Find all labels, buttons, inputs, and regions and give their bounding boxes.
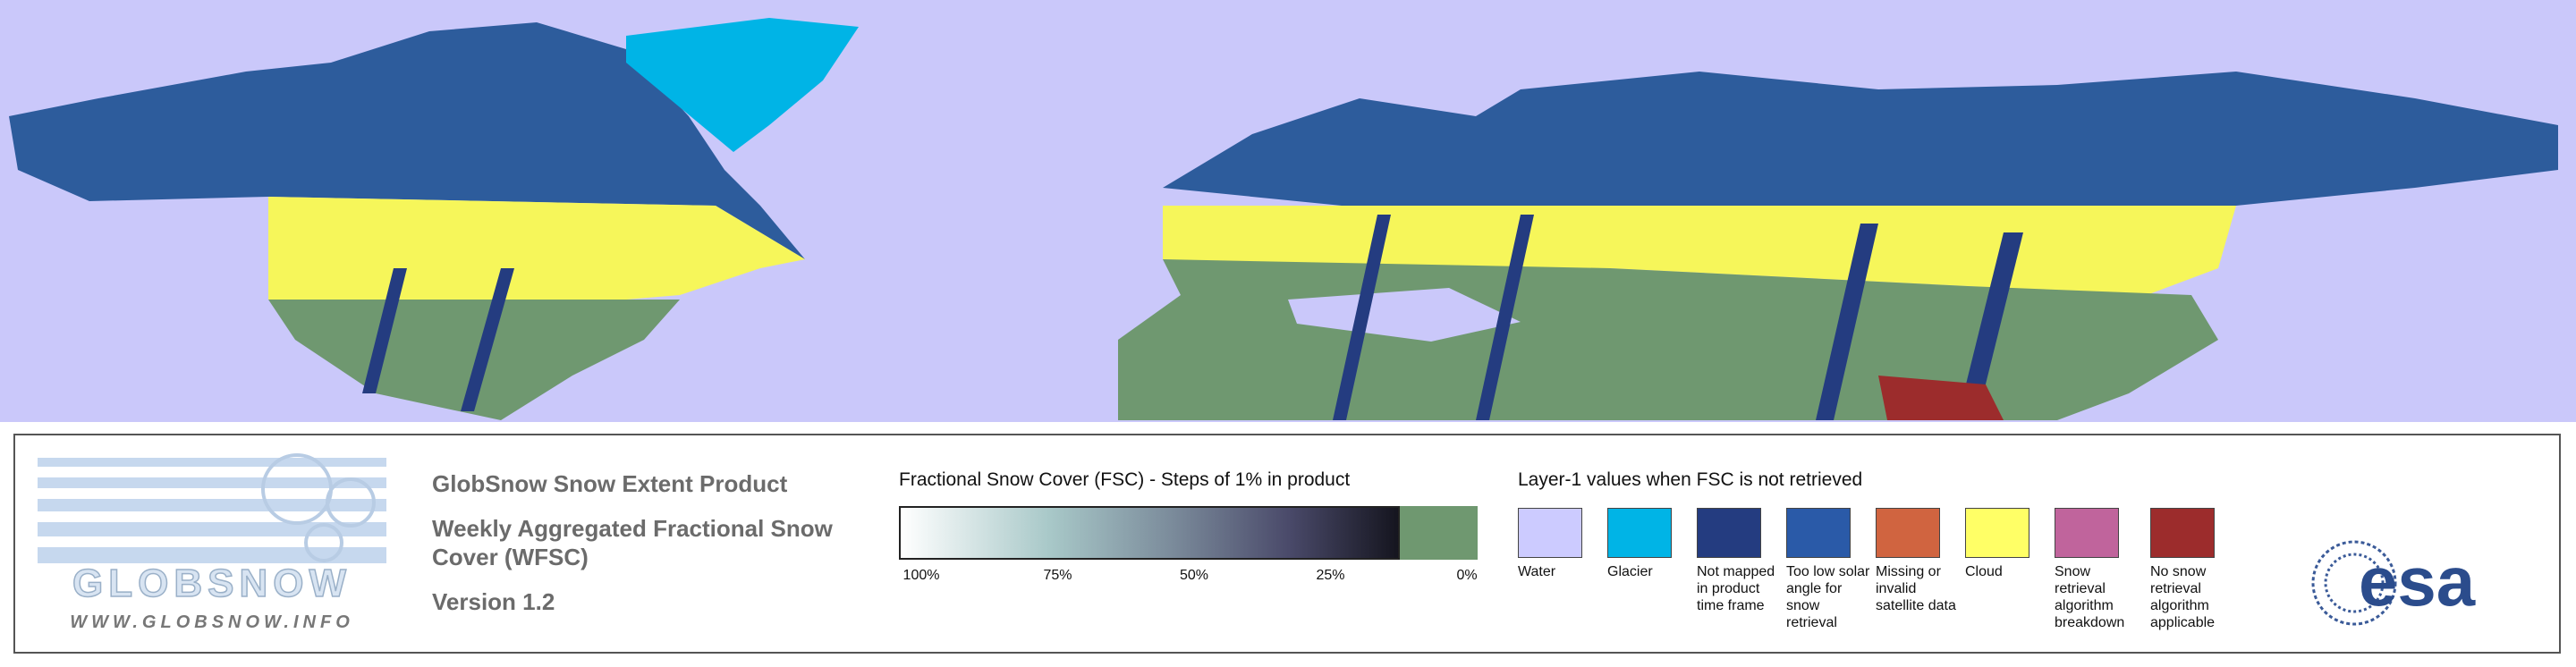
agency-name: esa	[2359, 542, 2476, 621]
layer1-title: Layer-1 values when FSC is not retrieved	[1518, 469, 1863, 490]
legend-swatch	[1786, 508, 1851, 558]
gap-stripe	[1816, 224, 1878, 420]
eurasia-cloud	[1163, 206, 2236, 295]
logo-stripe	[38, 547, 386, 563]
logo-stripe	[38, 522, 386, 536]
fsc-tick-label: 75%	[1043, 568, 1072, 583]
esa-logo: esa	[2311, 540, 2476, 626]
legend-label: Not mapped in product time frame	[1697, 564, 1775, 613]
esa-swirl	[2324, 553, 2385, 613]
legend-swatch	[2150, 508, 2215, 558]
legend-label: Snow retrieval algorithm breakdown	[2055, 564, 2125, 630]
fsc-tick-label: 25%	[1316, 568, 1345, 583]
logo-name: GLOBSNOW	[72, 561, 352, 605]
gap-stripe	[1476, 215, 1534, 420]
fsc-zero-block	[1400, 506, 1478, 560]
legend-swatch	[1607, 508, 1672, 558]
eurasia-snow	[1163, 72, 2558, 206]
esa-swirl	[2311, 540, 2397, 626]
logo-stripe	[38, 477, 386, 488]
north-america-snow	[9, 22, 805, 259]
legend-label: Glacier	[1607, 564, 1653, 579]
legend-swatch	[1876, 508, 1940, 558]
legend-label: Cloud	[1965, 564, 2003, 579]
fsc-tick-label: 50%	[1179, 568, 1209, 583]
legend-swatch	[1518, 508, 1582, 558]
legend-label: Water	[1518, 564, 1556, 579]
fsc-title: Fractional Snow Cover (FSC) - Steps of 1…	[899, 469, 1351, 490]
gap-stripe	[1957, 232, 2023, 420]
globsnow-logo: GLOBSNOW WWW.GLOBSNOW.INFO	[38, 453, 386, 632]
snowflake	[326, 477, 376, 528]
legend-label: Too low solar angle for snow retrieval	[1786, 564, 1870, 630]
gap-stripe	[1333, 215, 1391, 420]
legend-swatch	[1697, 508, 1761, 558]
snow-map	[0, 0, 2576, 422]
product-version: Version 1.2	[432, 588, 555, 615]
legend-panel: GLOBSNOW WWW.GLOBSNOW.INFO GlobSnow Snow…	[13, 434, 2561, 654]
legend-swatch	[2055, 508, 2119, 558]
logo-stripe	[38, 499, 386, 511]
legend-label: Missing or invalid satellite data	[1876, 564, 1956, 613]
product-subtitle: Weekly Aggregated Fractional Snow Cover …	[432, 515, 833, 570]
snowflake	[304, 523, 343, 562]
mediterranean	[1288, 288, 1521, 342]
fsc-tick-label: 100%	[902, 568, 940, 583]
legend-label: No snow retrieval algorithm applicable	[2150, 564, 2216, 630]
fsc-gradient	[899, 506, 1400, 560]
gap-stripe	[362, 268, 407, 393]
greenland	[626, 18, 859, 152]
retrieval-area	[1878, 376, 2004, 420]
gap-stripe	[461, 268, 514, 411]
legend-swatch	[1965, 508, 2029, 558]
product-title: GlobSnow Snow Extent Product	[432, 470, 788, 497]
logo-url: WWW.GLOBSNOW.INFO	[70, 612, 354, 632]
fsc-tick-label: 0%	[1456, 568, 1478, 583]
logo-stripe	[38, 458, 386, 467]
